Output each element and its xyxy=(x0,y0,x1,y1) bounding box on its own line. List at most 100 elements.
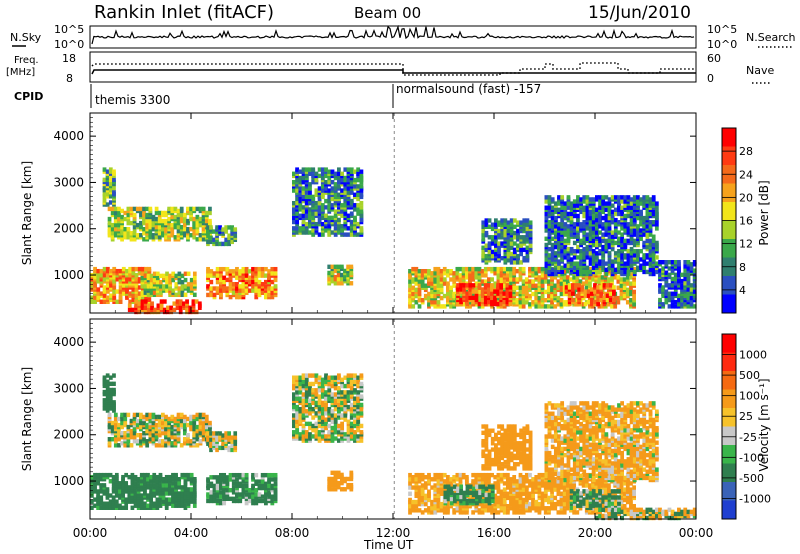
echo-cell xyxy=(247,275,252,280)
echo-cell xyxy=(267,269,272,274)
echo-cell xyxy=(353,177,357,183)
echo-cell xyxy=(607,265,612,270)
echo-cell xyxy=(308,432,312,437)
echo-cell xyxy=(304,421,309,427)
echo-cell xyxy=(186,282,191,287)
echo-cell xyxy=(298,192,303,197)
echo-cell xyxy=(113,443,118,448)
echo-cell xyxy=(146,273,151,279)
echo-cell xyxy=(689,262,694,267)
echo-cell xyxy=(164,226,168,232)
echo-cell xyxy=(582,240,587,246)
echo-cell xyxy=(127,485,132,490)
echo-cell xyxy=(135,418,140,424)
nave-right-tick-top: 60 xyxy=(707,52,721,65)
echo-cell xyxy=(186,439,190,444)
echo-cell xyxy=(209,431,213,436)
echo-cell xyxy=(343,274,347,280)
echo-cell xyxy=(544,242,549,248)
echo-cell xyxy=(512,235,517,240)
echo-cell xyxy=(572,213,577,219)
echo-cell xyxy=(537,275,542,280)
echo-cell xyxy=(588,266,592,272)
echo-cell xyxy=(336,167,341,172)
echo-cell xyxy=(496,273,501,278)
echo-cell xyxy=(143,472,147,478)
echo-cell xyxy=(174,273,179,279)
echo-cell xyxy=(311,373,316,378)
echo-cell xyxy=(110,437,115,442)
echo-cell xyxy=(439,268,444,274)
echo-cell xyxy=(295,230,300,235)
echo-cell xyxy=(209,447,213,453)
echo-cell xyxy=(601,222,606,227)
echo-cell xyxy=(131,266,136,272)
echo-cell xyxy=(124,472,129,478)
echo-cell xyxy=(601,261,606,266)
echo-cell xyxy=(509,281,513,286)
echo-cell xyxy=(557,244,561,250)
echo-cell xyxy=(311,415,316,420)
echo-cell xyxy=(632,249,637,254)
echo-cell xyxy=(353,436,357,441)
echo-cell xyxy=(327,169,332,174)
echo-cell xyxy=(311,173,316,179)
echo-cell xyxy=(531,279,535,284)
echo-cell xyxy=(487,235,492,240)
echo-cell xyxy=(632,205,637,210)
echo-cell xyxy=(654,269,659,275)
echo-cell xyxy=(327,417,332,422)
echo-cell xyxy=(359,411,364,416)
echo-cell xyxy=(340,171,345,177)
echo-cell xyxy=(525,222,530,227)
echo-cell xyxy=(340,188,345,193)
freq-label-line1: Freq. xyxy=(14,55,39,66)
echo-cell xyxy=(359,226,364,231)
echo-cell xyxy=(465,291,470,296)
echo-cell xyxy=(121,474,125,480)
echo-cell xyxy=(96,493,100,498)
echo-cell xyxy=(349,402,354,408)
echo-cell xyxy=(327,207,332,212)
echo-cell xyxy=(225,266,230,272)
echo-cell xyxy=(512,247,517,253)
echo-cell xyxy=(108,181,113,187)
echo-cell xyxy=(420,273,425,278)
echo-cell xyxy=(311,388,316,393)
echo-cell xyxy=(686,304,691,309)
echo-cell xyxy=(692,289,697,294)
echo-cell xyxy=(179,218,184,224)
echo-cell xyxy=(569,261,574,266)
echo-cell xyxy=(620,232,625,237)
echo-cell xyxy=(308,171,312,177)
echo-cell xyxy=(505,277,510,282)
echo-cell xyxy=(525,237,530,242)
echo-cell xyxy=(452,271,457,276)
date-label: 15/Jun/2010 xyxy=(588,3,691,23)
echo-cell xyxy=(654,201,659,206)
echo-cell xyxy=(607,234,612,239)
echo-cell xyxy=(126,424,131,430)
echo-cell xyxy=(120,208,124,214)
echo-cell xyxy=(494,222,498,227)
echo-cell xyxy=(645,269,650,275)
echo-cell xyxy=(359,169,364,174)
echo-cell xyxy=(343,211,348,216)
echo-cell xyxy=(270,294,275,300)
echo-cell xyxy=(164,474,169,480)
echo-cell xyxy=(689,302,694,307)
echo-cell xyxy=(455,266,460,272)
echo-cell xyxy=(556,283,561,288)
echo-cell xyxy=(519,243,524,248)
echo-cell xyxy=(506,239,511,244)
echo-cell xyxy=(417,268,422,274)
echo-cell xyxy=(436,275,441,280)
echo-cell xyxy=(487,224,492,230)
echo-cell xyxy=(597,277,602,282)
echo-cell xyxy=(622,293,627,299)
echo-cell xyxy=(550,285,554,290)
echo-cell xyxy=(146,503,150,508)
echo-cell xyxy=(152,472,157,478)
echo-cell xyxy=(433,271,438,276)
echo-cell xyxy=(648,211,653,217)
